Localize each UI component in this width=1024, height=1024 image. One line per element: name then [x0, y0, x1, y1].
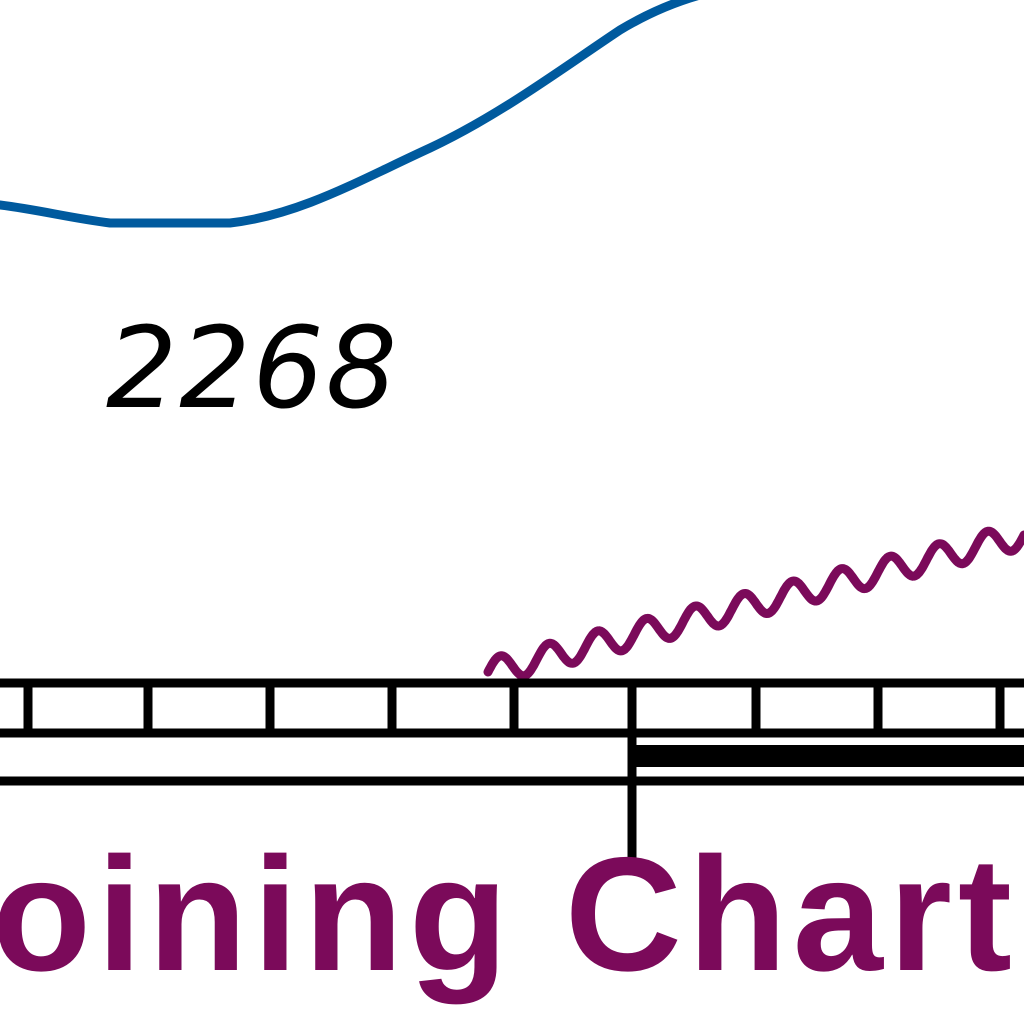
chart-border-scale: [0, 678, 1024, 862]
chart-caption: oining Chart: [0, 824, 1018, 1005]
depth-sounding-label: 2268: [106, 304, 399, 434]
border-thick-segment: [632, 745, 1024, 767]
border-tick-marks: [23, 683, 1005, 733]
wavy-boundary-line: [483, 526, 1024, 681]
depth-contour-line: [0, 0, 699, 228]
